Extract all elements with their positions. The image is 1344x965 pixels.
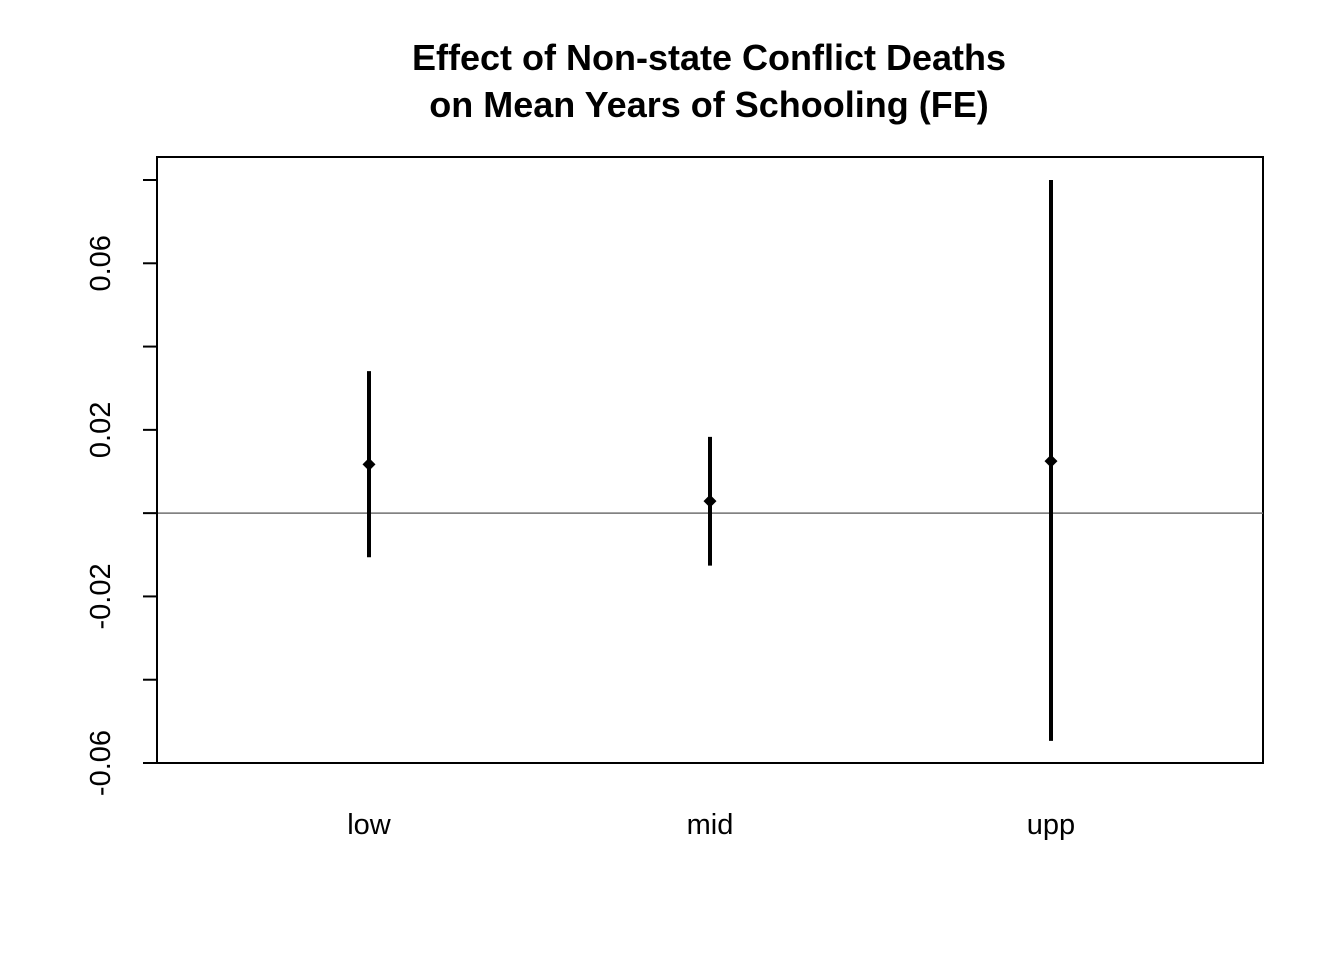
y-tick-label: -0.06	[85, 730, 117, 796]
chart-title-line-2: on Mean Years of Schooling (FE)	[429, 84, 988, 125]
x-category-label: low	[347, 809, 392, 841]
x-axis: low mid upp	[347, 809, 1075, 841]
point-estimate-mid	[703, 494, 717, 508]
x-category-label: upp	[1027, 809, 1075, 841]
y-tick-label: 0.02	[85, 402, 117, 458]
chart-title-line-1: Effect of Non-state Conflict Deaths	[412, 37, 1006, 78]
point-estimate-low	[362, 457, 376, 471]
y-tick-label: 0.06	[85, 235, 117, 291]
point-estimate-upp	[1044, 454, 1058, 468]
x-category-label: mid	[687, 809, 734, 841]
y-axis: -0.06 -0.02 0.02 0.06	[85, 179, 158, 796]
y-tick-label: -0.02	[85, 563, 117, 629]
marks-layer	[362, 180, 1058, 741]
